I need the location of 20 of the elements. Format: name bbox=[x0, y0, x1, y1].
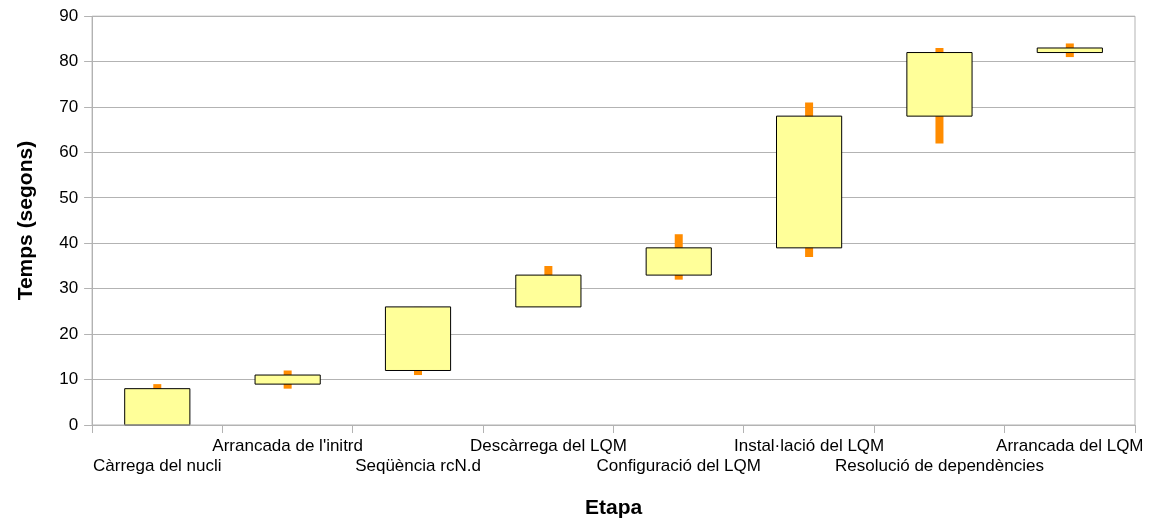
x-tick-label: Seqüència rcN.d bbox=[355, 456, 481, 476]
y-tick-label: 90 bbox=[59, 5, 79, 25]
y-tick-label: 80 bbox=[59, 51, 79, 71]
x-tick-label: Càrrega del nucli bbox=[93, 456, 222, 476]
x-tick-label: Descàrrega del LQM bbox=[469, 435, 627, 455]
y-tick-label: 10 bbox=[59, 369, 79, 389]
y-tick-label: 20 bbox=[59, 323, 79, 343]
y-tick-label: 0 bbox=[68, 414, 79, 434]
y-tick-label: 30 bbox=[59, 278, 79, 298]
y-tick-label: 60 bbox=[59, 142, 79, 162]
y-tick-label: 40 bbox=[59, 233, 79, 252]
x-tick-label: Arrancada de l'initrd bbox=[212, 435, 363, 455]
y-axis-title: Temps (segons) bbox=[13, 140, 37, 301]
x-tick-label: Resolució de dependències bbox=[835, 456, 1044, 476]
y-tick-label: 70 bbox=[59, 96, 79, 116]
x-axis-title: Etapa bbox=[584, 495, 643, 519]
x-tick-label: Arrancada del LQM bbox=[996, 435, 1144, 455]
y-tick-label: 50 bbox=[59, 187, 79, 207]
x-tick-label: Instal·lació del LQM bbox=[733, 435, 885, 455]
x-tick-label: Configuració del LQM bbox=[596, 456, 761, 476]
